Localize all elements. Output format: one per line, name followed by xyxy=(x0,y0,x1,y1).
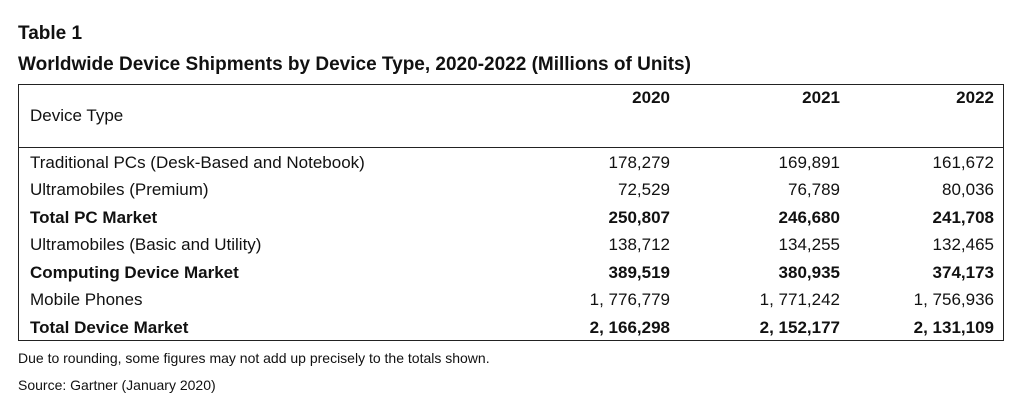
value-2022: 1, 756,936 xyxy=(913,290,994,309)
value-2020: 389,519 xyxy=(608,263,670,282)
value-2022: 161,672 xyxy=(932,153,994,172)
value-2021: 134,255 xyxy=(778,235,840,254)
row-label: Total Device Market xyxy=(30,318,189,337)
value-2022: 374,173 xyxy=(932,263,994,282)
row-label: Total PC Market xyxy=(30,208,158,227)
value-2022: 132,465 xyxy=(932,235,994,254)
value-2021: 246,680 xyxy=(778,208,840,227)
value-2020: 1, 776,779 xyxy=(589,290,670,309)
table-title: Worldwide Device Shipments by Device Typ… xyxy=(18,54,691,75)
header-year-2022: 2022 xyxy=(956,88,994,107)
row-label: Mobile Phones xyxy=(30,290,143,309)
value-2020: 2, 166,298 xyxy=(589,318,670,337)
source-note: Source: Gartner (January 2020) xyxy=(18,377,216,393)
row-label: Computing Device Market xyxy=(30,263,239,282)
row-label: Ultramobiles (Basic and Utility) xyxy=(30,235,262,254)
header-year-2021: 2021 xyxy=(802,88,840,107)
value-2020: 178,279 xyxy=(608,153,670,172)
header-year-2020: 2020 xyxy=(632,88,670,107)
value-2020: 138,712 xyxy=(608,235,670,254)
value-2022: 241,708 xyxy=(932,208,994,227)
footnote: Due to rounding, some figures may not ad… xyxy=(18,350,490,366)
value-2022: 80,036 xyxy=(942,180,994,199)
value-2021: 2, 152,177 xyxy=(759,318,840,337)
value-2021: 380,935 xyxy=(778,263,840,282)
row-label: Ultramobiles (Premium) xyxy=(30,180,209,199)
value-2020: 72,529 xyxy=(618,180,670,199)
row-label: Traditional PCs (Desk-Based and Notebook… xyxy=(30,153,365,172)
value-2022: 2, 131,109 xyxy=(913,318,994,337)
value-2020: 250,807 xyxy=(608,208,670,227)
value-2021: 1, 771,242 xyxy=(759,290,840,309)
table-label: Table 1 xyxy=(18,23,83,44)
value-2021: 76,789 xyxy=(788,180,840,199)
table-frame xyxy=(18,84,1004,341)
value-2021: 169,891 xyxy=(778,153,840,172)
header-divider xyxy=(18,147,1004,148)
header-device-type: Device Type xyxy=(30,106,124,125)
